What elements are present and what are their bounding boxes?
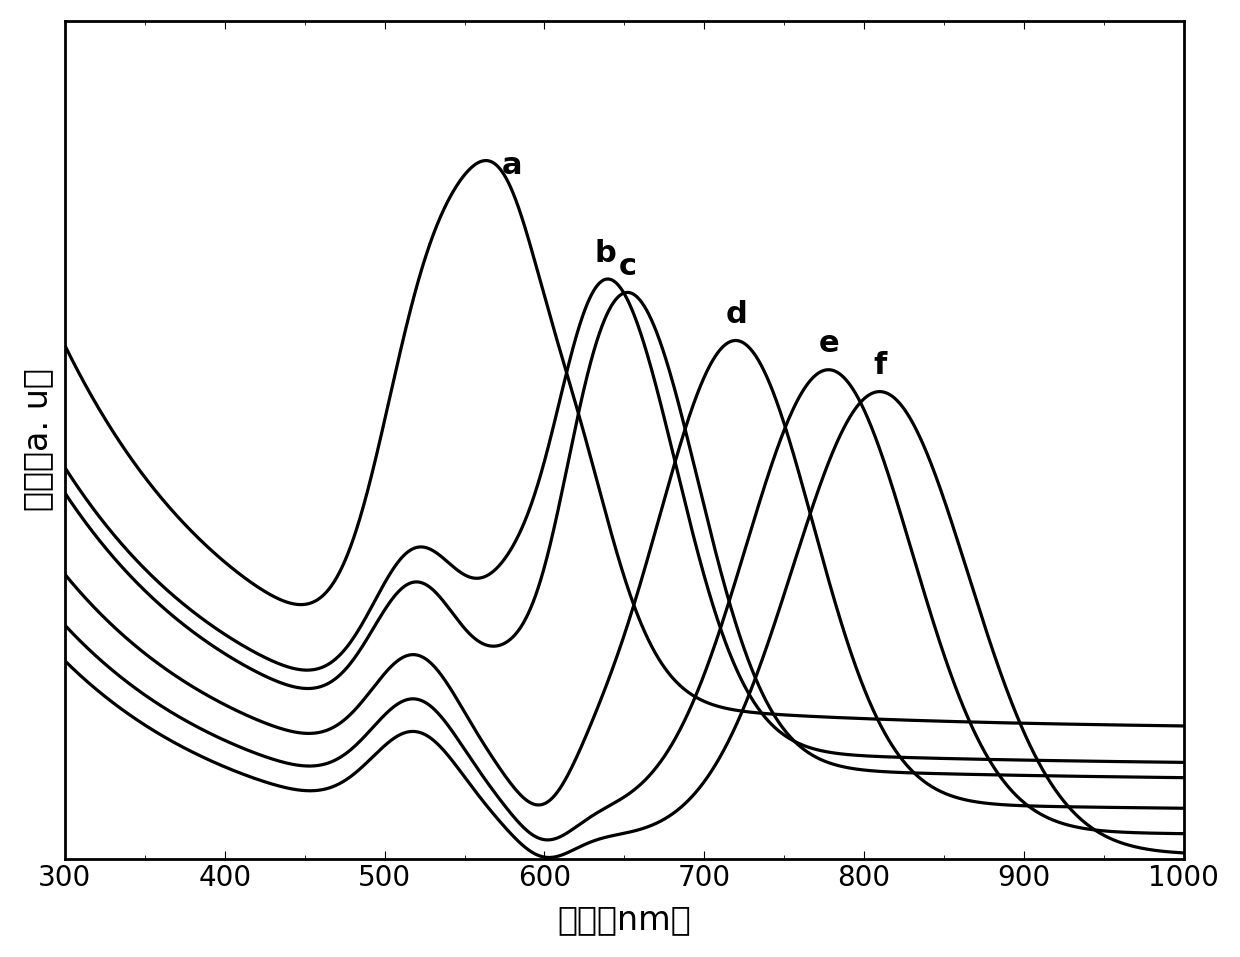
Text: e: e [818,329,839,358]
Text: b: b [594,238,616,268]
Text: f: f [873,351,887,380]
X-axis label: 波长（nm）: 波长（nm） [558,903,691,936]
Y-axis label: 吸收（a. u）: 吸收（a. u） [21,368,53,511]
Text: c: c [619,252,636,280]
Text: a: a [502,151,523,180]
Text: d: d [725,300,746,329]
